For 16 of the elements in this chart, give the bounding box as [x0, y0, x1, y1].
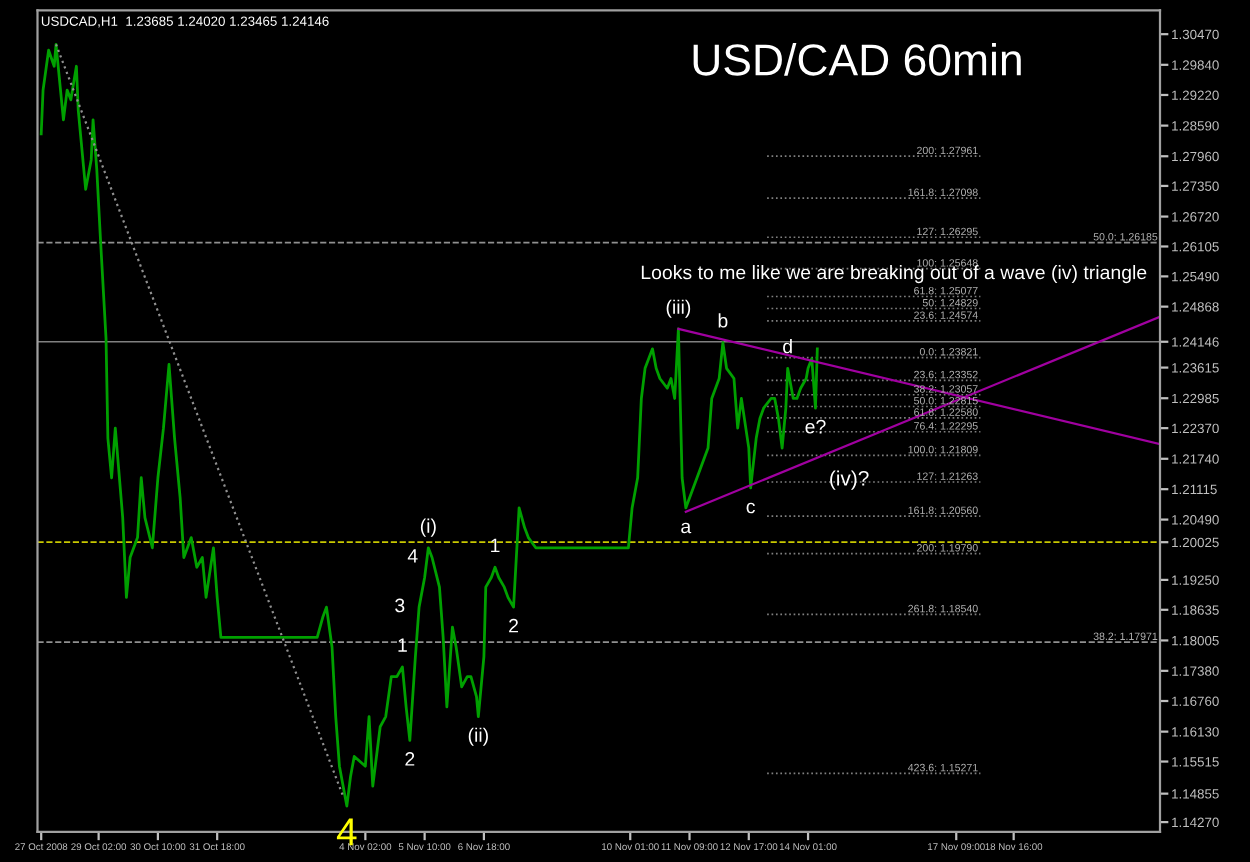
annotation: c [746, 502, 755, 514]
annotation: 3 [395, 598, 405, 613]
annotation: 4 [407, 549, 418, 563]
annotation: (iv)? [830, 470, 869, 490]
annotation: 2 [509, 618, 518, 633]
annotation: (i) [420, 518, 436, 537]
annotation: e? [805, 419, 826, 434]
annotation: a [681, 522, 692, 534]
annotation: Looks to me like we are breaking out of a wave (iv) triangle [641, 265, 1147, 284]
text: USD/CAD 60min [693, 43, 1021, 76]
annotation: (ii) [468, 727, 488, 746]
annotation: 2 [405, 752, 415, 766]
annotation: (iii) [666, 299, 691, 318]
annotation: 1 [398, 638, 407, 652]
annotation: b [718, 313, 728, 328]
annotation: d [783, 339, 792, 354]
